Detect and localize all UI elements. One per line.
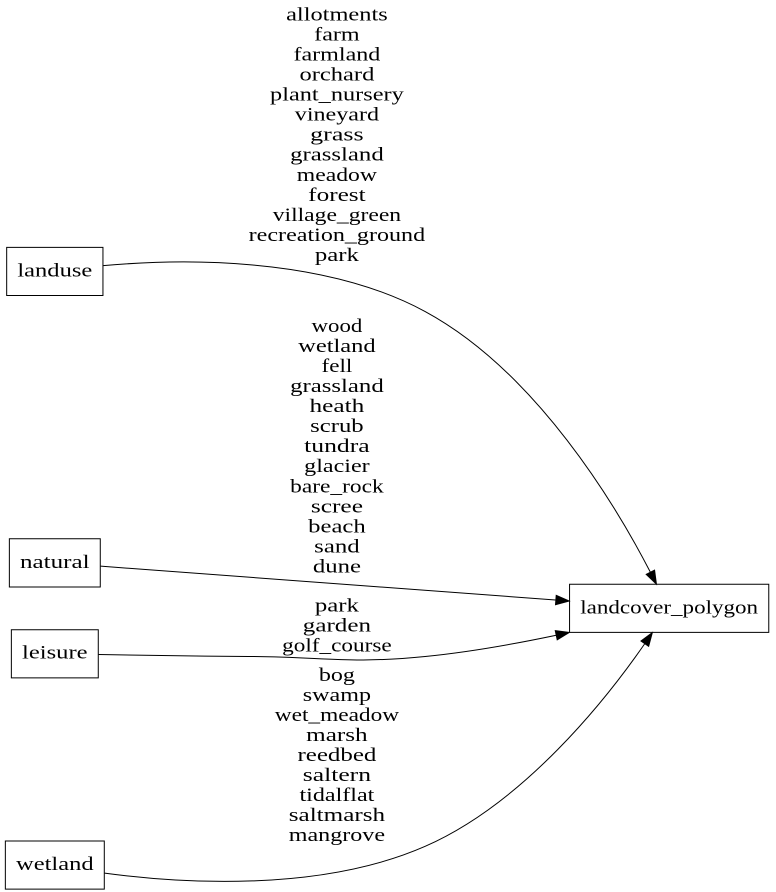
svg-text:bare_rock: bare_rock	[290, 476, 384, 497]
svg-text:natural: natural	[20, 552, 90, 573]
svg-text:tundra: tundra	[304, 436, 370, 457]
svg-text:wetland: wetland	[16, 854, 94, 875]
svg-text:park: park	[315, 245, 360, 266]
svg-text:heath: heath	[310, 396, 366, 417]
svg-text:bog: bog	[319, 665, 355, 686]
svg-text:landuse: landuse	[17, 260, 92, 281]
svg-text:allotments: allotments	[286, 4, 388, 25]
svg-text:golf_course: golf_course	[282, 635, 392, 656]
svg-text:swamp: swamp	[303, 685, 371, 706]
svg-text:reedbed: reedbed	[297, 745, 377, 766]
svg-text:garden: garden	[303, 615, 372, 636]
svg-text:grass: grass	[310, 125, 363, 146]
svg-text:wet_meadow: wet_meadow	[275, 705, 400, 726]
svg-text:scree: scree	[311, 496, 363, 517]
svg-text:grassland: grassland	[290, 145, 384, 166]
svg-text:farmland: farmland	[293, 44, 381, 65]
svg-text:vineyard: vineyard	[295, 105, 380, 126]
svg-text:wood: wood	[312, 316, 364, 337]
svg-text:meadow: meadow	[297, 165, 378, 186]
svg-text:glacier: glacier	[304, 456, 370, 477]
svg-text:tidalflat: tidalflat	[299, 785, 375, 806]
svg-text:plant_nursery: plant_nursery	[270, 85, 405, 106]
svg-text:beach: beach	[308, 516, 366, 537]
svg-text:wetland: wetland	[298, 336, 376, 357]
svg-text:scrub: scrub	[310, 416, 363, 437]
svg-text:fell: fell	[322, 356, 353, 377]
svg-text:grassland: grassland	[290, 376, 384, 397]
svg-text:dune: dune	[313, 557, 361, 578]
svg-text:sand: sand	[314, 536, 360, 557]
svg-text:leisure: leisure	[22, 643, 88, 664]
svg-text:park: park	[315, 595, 360, 616]
svg-text:orchard: orchard	[299, 64, 375, 85]
svg-text:forest: forest	[308, 185, 367, 206]
svg-text:saltern: saltern	[303, 765, 372, 786]
svg-text:mangrove: mangrove	[289, 825, 385, 846]
svg-text:village_green: village_green	[273, 205, 402, 226]
svg-text:recreation_ground: recreation_ground	[249, 225, 426, 246]
svg-text:marsh: marsh	[306, 725, 368, 746]
svg-text:farm: farm	[314, 24, 360, 45]
svg-text:landcover_polygon: landcover_polygon	[580, 597, 759, 618]
svg-text:saltmarsh: saltmarsh	[289, 805, 386, 826]
